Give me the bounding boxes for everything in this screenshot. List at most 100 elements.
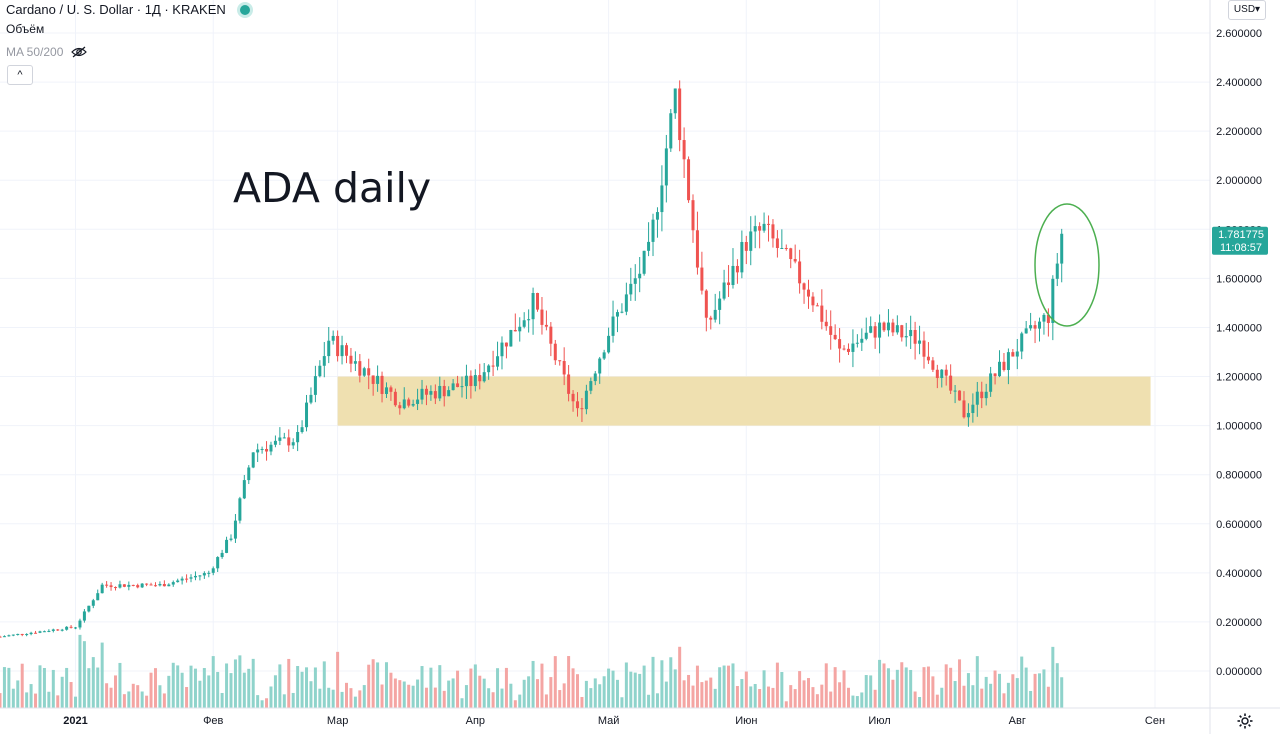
candle-body[interactable] — [309, 394, 313, 403]
candle-body[interactable] — [96, 593, 100, 601]
candle-body[interactable] — [660, 185, 664, 213]
candle-body[interactable] — [687, 159, 691, 201]
candle-body[interactable] — [993, 373, 997, 377]
candle-body[interactable] — [655, 212, 659, 220]
candle-body[interactable] — [709, 317, 713, 320]
candle-body[interactable] — [367, 368, 371, 376]
candle-body[interactable] — [1002, 361, 1006, 371]
candle-body[interactable] — [118, 584, 122, 588]
collapse-chevron-icon[interactable]: ^ — [7, 65, 33, 85]
candle-body[interactable] — [598, 358, 602, 374]
candle-body[interactable] — [424, 388, 428, 395]
candle-body[interactable] — [878, 322, 882, 338]
candle-body[interactable] — [265, 448, 269, 452]
candle-body[interactable] — [962, 400, 966, 418]
candle-body[interactable] — [664, 148, 668, 186]
candle-body[interactable] — [527, 319, 531, 321]
candle-body[interactable] — [829, 326, 833, 335]
candle-body[interactable] — [225, 539, 229, 553]
candle-body[interactable] — [340, 345, 344, 357]
candle-body[interactable] — [202, 573, 206, 576]
candle-body[interactable] — [958, 390, 962, 401]
candle-body[interactable] — [1042, 314, 1046, 322]
candle-body[interactable] — [567, 374, 571, 394]
candle-body[interactable] — [140, 583, 144, 588]
candle-body[interactable] — [593, 373, 597, 382]
candle-body[interactable] — [16, 633, 20, 635]
candle-body[interactable] — [1015, 351, 1019, 357]
candle-body[interactable] — [544, 324, 548, 327]
candle-body[interactable] — [820, 305, 824, 322]
candle-body[interactable] — [189, 577, 193, 579]
candle-body[interactable] — [620, 311, 624, 313]
candle-body[interactable] — [771, 224, 775, 239]
candle-body[interactable] — [167, 584, 171, 587]
candle-body[interactable] — [1060, 233, 1064, 264]
candle-body[interactable] — [651, 219, 655, 242]
candle-body[interactable] — [833, 334, 837, 340]
candle-body[interactable] — [1051, 278, 1055, 323]
candle-body[interactable] — [345, 345, 348, 356]
candle-body[interactable] — [211, 568, 215, 573]
candle-body[interactable] — [398, 405, 402, 409]
candle-body[interactable] — [580, 408, 584, 410]
candle-body[interactable] — [762, 223, 766, 231]
candle-body[interactable] — [487, 365, 491, 373]
candle-body[interactable] — [105, 584, 109, 586]
candle-body[interactable] — [784, 247, 788, 249]
candle-body[interactable] — [380, 375, 384, 394]
candle-body[interactable] — [607, 335, 611, 353]
candle-body[interactable] — [789, 248, 793, 260]
candle-body[interactable] — [611, 316, 615, 336]
candle-body[interactable] — [416, 399, 420, 404]
candle-body[interactable] — [442, 385, 446, 397]
candle-body[interactable] — [638, 273, 642, 279]
candle-body[interactable] — [82, 611, 86, 621]
candle-body[interactable] — [371, 375, 375, 384]
candle-body[interactable] — [56, 629, 60, 631]
candle-body[interactable] — [558, 360, 562, 362]
candle-body[interactable] — [793, 259, 797, 262]
candle-body[interactable] — [433, 391, 437, 399]
candle-body[interactable] — [349, 355, 353, 364]
candle-body[interactable] — [473, 375, 477, 387]
currency-selector[interactable]: USD▾ — [1228, 0, 1266, 20]
candle-body[interactable] — [478, 375, 482, 382]
candle-body[interactable] — [926, 356, 930, 361]
candle-body[interactable] — [402, 399, 406, 409]
candle-body[interactable] — [251, 452, 255, 468]
candle-body[interactable] — [496, 356, 500, 367]
candle-body[interactable] — [882, 322, 886, 331]
candle-body[interactable] — [807, 289, 810, 297]
candle-body[interactable] — [971, 404, 975, 414]
candle-body[interactable] — [7, 635, 11, 637]
candle-body[interactable] — [233, 520, 237, 539]
candle-body[interactable] — [695, 230, 699, 268]
candle-body[interactable] — [358, 361, 362, 376]
candle-body[interactable] — [131, 584, 135, 586]
candle-body[interactable] — [287, 437, 291, 446]
eye-hidden-icon[interactable] — [71, 46, 88, 58]
candle-body[interactable] — [815, 305, 819, 307]
candle-body[interactable] — [185, 578, 189, 580]
candle-body[interactable] — [1006, 352, 1010, 371]
candle-body[interactable] — [700, 267, 704, 291]
candle-body[interactable] — [824, 321, 828, 327]
gear-icon[interactable] — [1236, 712, 1254, 730]
candle-body[interactable] — [91, 600, 95, 606]
candle-body[interactable] — [198, 575, 202, 577]
candle-body[interactable] — [247, 467, 251, 481]
candle-body[interactable] — [909, 329, 913, 337]
candle-body[interactable] — [678, 88, 682, 141]
candle-body[interactable] — [362, 368, 366, 376]
candle-body[interactable] — [522, 320, 526, 327]
candle-body[interactable] — [278, 437, 282, 441]
candle-body[interactable] — [895, 325, 899, 333]
candle-body[interactable] — [65, 626, 69, 630]
candle-body[interactable] — [220, 552, 224, 558]
candle-body[interactable] — [584, 390, 588, 410]
candle-body[interactable] — [975, 391, 979, 405]
candle-body[interactable] — [1055, 263, 1059, 279]
candle-body[interactable] — [731, 265, 735, 286]
candle-body[interactable] — [407, 399, 411, 406]
